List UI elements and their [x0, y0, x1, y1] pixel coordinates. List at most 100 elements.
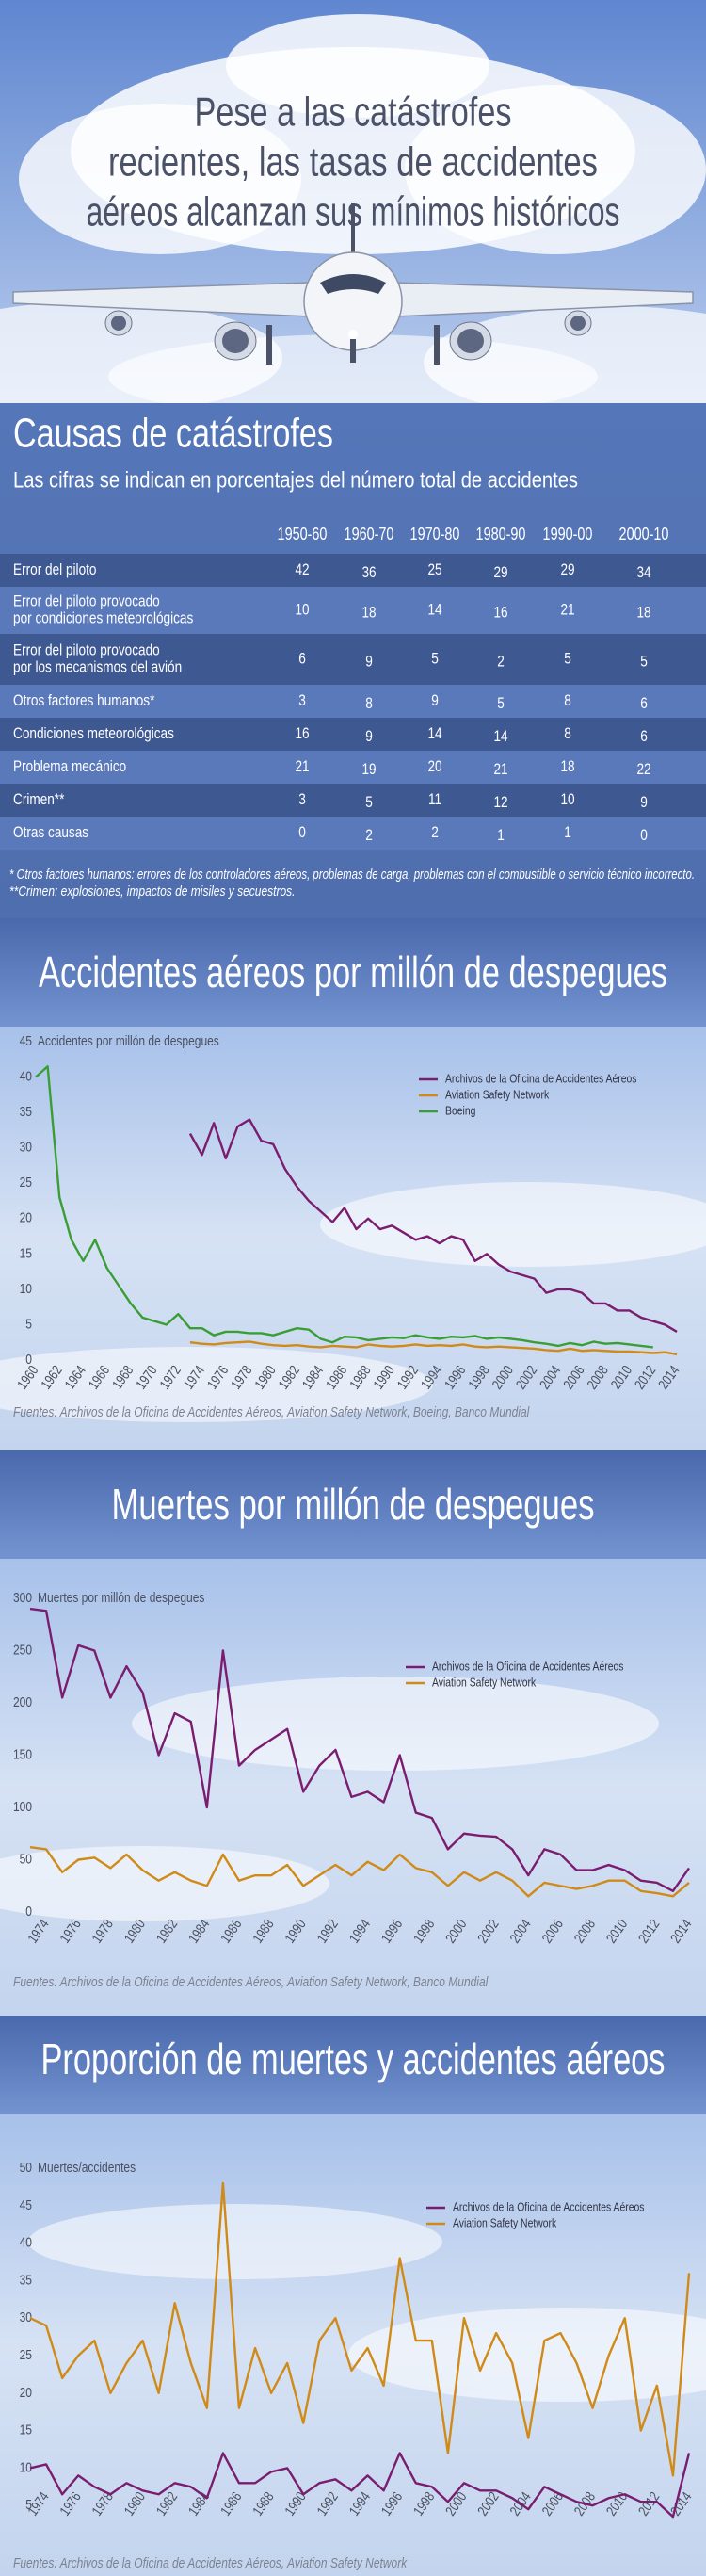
cell-value: 3 [298, 790, 306, 808]
cell-value: 18 [560, 757, 574, 775]
chart-source: Fuentes: Archivos de la Oficina de Accid… [13, 2555, 408, 2571]
cell-value: 8 [564, 691, 571, 709]
cell-value: 0 [298, 823, 306, 841]
cell-value: 21 [295, 757, 309, 775]
y-tick-label: 0 [25, 1352, 32, 1368]
cell-value: 5 [431, 649, 439, 667]
cell-value: 9 [640, 793, 648, 811]
legend-label: Archivos de la Oficina de Accidentes Aér… [453, 2199, 645, 2213]
series-line [29, 2181, 691, 2477]
table-row [0, 718, 706, 751]
series-line [29, 2452, 691, 2519]
footnote: **Crimen: explosiones, impactos de misil… [9, 883, 296, 899]
y-tick-label: 10 [20, 1281, 32, 1297]
legend-label: Archivos de la Oficina de Accidentes Aér… [432, 1659, 624, 1673]
y-tick-label: 45 [20, 2197, 32, 2213]
clouds [0, 1182, 706, 2402]
legend-label: Archivos de la Oficina de Accidentes Aér… [445, 1071, 637, 1085]
cell-value: 5 [640, 652, 648, 670]
cell-value: 20 [427, 757, 441, 775]
y-tick-label: 40 [20, 2235, 32, 2251]
cell-value: 34 [636, 563, 650, 581]
series-line [189, 1340, 678, 1356]
cell-value: 9 [365, 727, 373, 745]
table-row [0, 817, 706, 850]
table-row [0, 685, 706, 718]
table-row [0, 784, 706, 817]
row-label: Condiciones meteorológicas [13, 724, 174, 742]
series-line [35, 1065, 653, 1349]
y-tick-label: 10 [20, 2459, 32, 2475]
cell-value: 2 [431, 823, 439, 841]
cell-value: 0 [640, 826, 648, 844]
cell-value: 14 [427, 724, 441, 742]
cell-value: 36 [361, 563, 376, 581]
y-tick-label: 5 [25, 1316, 32, 1332]
y-tick-label: 25 [20, 2347, 32, 2363]
cell-value: 11 [428, 790, 441, 808]
y-tick-label: 35 [20, 2272, 32, 2288]
legend-label: Aviation Safety Network [445, 1087, 550, 1101]
row-label: Error del piloto provocado [13, 640, 160, 658]
series-line [29, 1845, 690, 1898]
causes-table: Causas de catástrofes Las cifras se indi… [0, 403, 706, 918]
cell-value: 12 [493, 793, 507, 811]
cell-value: 2 [497, 652, 505, 670]
cell-value: 18 [361, 603, 376, 621]
cell-value: 9 [365, 652, 373, 670]
cell-value: 25 [427, 560, 441, 578]
chart-title: Muertes por millón de despegues [112, 1480, 595, 1529]
table-row [0, 587, 706, 634]
column-header: 1990-00 [543, 525, 593, 543]
header-title: recientes, las tasas de accidentes [108, 139, 598, 186]
chart-backgrounds [0, 918, 706, 2576]
cell-value: 6 [298, 649, 306, 667]
header-title: Pese a las catástrofes [195, 89, 512, 136]
chart-title: Accidentes aéreos por millón de despegue… [39, 948, 667, 996]
cell-value: 29 [493, 563, 507, 581]
y-tick-label: 20 [20, 1210, 32, 1226]
row-label: por condiciones meteorológicas [13, 608, 193, 626]
cell-value: 14 [493, 727, 507, 745]
cell-value: 14 [427, 600, 441, 618]
row-label: Problema mecánico [13, 757, 126, 775]
column-header: 2000-10 [619, 525, 669, 543]
chart-title: Proporción de muertes y accidentes aéreo… [41, 2034, 666, 2083]
y-tick-label: 25 [20, 1175, 32, 1191]
cell-value: 5 [365, 793, 373, 811]
title-band [0, 918, 706, 1027]
legend-label: Aviation Safety Network [432, 1675, 537, 1689]
chart-area [0, 1559, 706, 2016]
cell-value: 16 [493, 603, 507, 621]
y-tick-label: 35 [20, 1104, 32, 1120]
column-header: 1980-90 [476, 525, 526, 543]
cell-value: 18 [636, 603, 650, 621]
cell-value: 42 [295, 560, 309, 578]
row-label: por los mecanismos del avión [13, 657, 182, 675]
table-row [0, 751, 706, 784]
cell-value: 22 [636, 760, 650, 778]
cell-value: 5 [497, 694, 505, 712]
cell-value: 21 [493, 760, 507, 778]
cell-value: 2 [365, 826, 373, 844]
table-title: Causas de catástrofes [13, 411, 333, 457]
y-axis-label: Accidentes por millón de despegues [38, 1033, 219, 1049]
cell-value: 1 [497, 826, 505, 844]
y-tick-label: 0 [25, 1904, 32, 1920]
series-line [188, 1118, 678, 1333]
row-label: Otras causas [13, 823, 88, 841]
cell-value: 9 [431, 691, 439, 709]
cell-value: 6 [640, 694, 648, 712]
table-subtitle: Las cifras se indican en porcentajes del… [13, 467, 578, 493]
y-tick-label: 45 [20, 1033, 32, 1049]
cell-value: 19 [361, 760, 376, 778]
cell-value: 6 [640, 727, 648, 745]
y-tick-label: 15 [20, 1245, 32, 1261]
airplane [12, 203, 694, 365]
cell-value: 8 [365, 694, 373, 712]
header: Pese a las catástrofes recientes, las ta… [0, 0, 706, 419]
cell-value: 1 [564, 823, 571, 841]
